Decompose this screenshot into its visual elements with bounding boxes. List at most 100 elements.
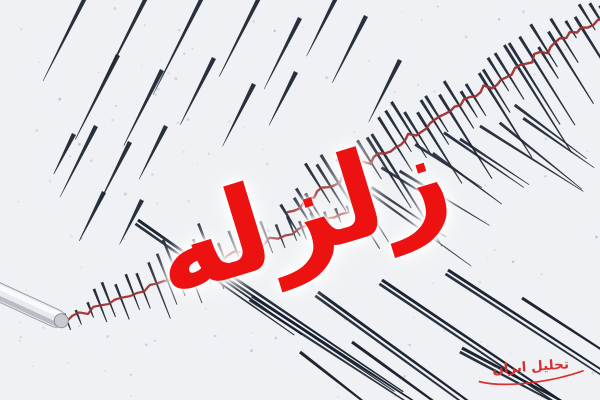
paper-speckle <box>433 90 436 93</box>
paper-speckle <box>436 5 439 8</box>
paper-speckle <box>174 76 178 81</box>
band-stroke <box>464 83 487 117</box>
paper-speckle <box>78 325 81 328</box>
band-stroke <box>339 149 371 198</box>
paper-speckle <box>274 336 278 340</box>
paper-speckle <box>58 97 62 101</box>
band-stroke <box>503 44 573 154</box>
needle-spike <box>75 54 120 140</box>
paper-speckle <box>183 52 186 55</box>
paper-speckle <box>89 159 93 163</box>
seismograph-ruled-line <box>444 272 600 376</box>
watermark: تحلیل ایران <box>475 356 587 390</box>
paper-speckle <box>511 260 515 264</box>
paper-speckle <box>493 248 496 252</box>
paper-speckle <box>403 374 407 377</box>
paper-speckle <box>310 284 314 288</box>
seismograph-ruled-line <box>248 298 405 400</box>
seismograph-ruled-line <box>251 294 414 400</box>
needle-spike <box>119 199 144 245</box>
paper-speckle <box>302 26 304 29</box>
seismograph-ruled-line <box>299 350 364 400</box>
band-stroke <box>486 56 510 92</box>
paper-speckle <box>478 281 482 284</box>
paper-speckle <box>317 227 320 230</box>
paper-speckle <box>35 129 39 132</box>
paper-speckle <box>156 202 159 205</box>
stylus-tip <box>53 313 69 329</box>
paper-speckle <box>540 273 543 276</box>
paper-speckle <box>497 18 501 21</box>
needle-spike <box>42 0 87 82</box>
pen-trace-stroke <box>181 254 203 304</box>
band-stroke <box>304 162 331 204</box>
seismograph-ruled-line <box>195 250 404 393</box>
paper-speckle <box>207 152 210 155</box>
pen-trace-stroke <box>250 224 266 260</box>
band-stroke <box>416 111 463 184</box>
band-stroke <box>304 192 324 222</box>
trace-tail <box>370 186 446 237</box>
pen-trace-stroke <box>114 283 130 320</box>
needle-spike <box>222 83 256 147</box>
needle-spike <box>268 71 298 126</box>
paper-speckle <box>393 90 396 94</box>
paper-speckle <box>432 282 434 285</box>
paper-speckle <box>182 150 185 154</box>
pen-trace-stroke <box>155 253 178 305</box>
paper-speckle <box>350 194 353 196</box>
paper-speckle <box>336 386 339 389</box>
band-stroke <box>459 90 478 118</box>
paper-speckle <box>106 335 109 338</box>
paper-speckle <box>69 155 72 158</box>
pen-trace-stroke <box>285 215 298 241</box>
paper-speckle <box>150 173 154 176</box>
trace-tail <box>380 166 446 208</box>
seismograph-ruled-line <box>317 290 469 400</box>
paper-speckle <box>18 339 21 342</box>
trace-tail <box>398 169 490 226</box>
band-stroke <box>573 16 600 59</box>
paper-speckle <box>486 257 489 260</box>
paper-speckle <box>19 27 23 31</box>
needle-spike <box>332 15 368 83</box>
band-stroke <box>438 93 493 179</box>
pen-trace-stroke <box>192 238 212 285</box>
pen-trace-stroke <box>161 239 186 297</box>
paper-speckle <box>402 375 406 379</box>
band-stroke <box>481 68 511 113</box>
paper-speckle <box>187 199 190 203</box>
band-red-median <box>286 16 600 214</box>
stylus-highlight <box>0 240 63 318</box>
paper-speckle <box>67 362 69 364</box>
trace-tail <box>431 152 503 205</box>
paper-speckle <box>243 126 246 128</box>
needle-spike <box>138 125 168 180</box>
pen-trace-stroke <box>298 220 307 240</box>
paper-speckle <box>114 104 117 107</box>
needle-spike <box>180 57 216 125</box>
paper-speckle <box>25 289 28 292</box>
needle-spike <box>79 191 106 242</box>
band-stroke <box>549 17 579 63</box>
pen-trace-stroke <box>197 223 225 290</box>
band-stroke <box>370 133 443 247</box>
paper-speckle <box>353 131 356 134</box>
paper-speckle <box>586 150 589 153</box>
paper-speckle <box>204 307 207 310</box>
paper-speckle <box>32 365 34 367</box>
needle-spike <box>306 0 338 57</box>
paper-speckle <box>97 71 100 74</box>
paper-speckle <box>184 273 188 276</box>
band-stroke <box>345 148 369 184</box>
band-stroke <box>588 2 600 22</box>
paper-speckle <box>262 148 264 151</box>
paper-speckle <box>309 173 311 176</box>
paper-speckle <box>266 229 270 233</box>
paper-speckle <box>265 163 269 166</box>
pen-trace-stroke <box>259 220 274 254</box>
paper-speckle <box>368 60 371 63</box>
paper-speckle <box>412 316 415 319</box>
trace-tail <box>443 131 524 188</box>
